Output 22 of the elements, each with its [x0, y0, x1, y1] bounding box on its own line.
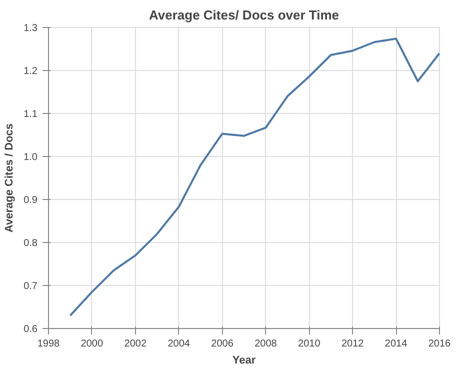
y-tick-label: 1.1: [24, 109, 38, 120]
x-tick-label: 2014: [384, 338, 408, 350]
x-tick-label: 2016: [428, 338, 452, 350]
y-tick-label: 0.8: [24, 238, 38, 249]
x-axis-title: Year: [232, 354, 256, 366]
y-tick-label: 0.7: [24, 281, 38, 292]
x-tick-label: 1998: [37, 338, 60, 350]
chart-title: Average Cites/ Docs over Time: [148, 8, 340, 22]
x-tick-label: 2012: [341, 338, 364, 350]
y-tick-label: 0.9: [24, 195, 38, 206]
line-series: [69, 38, 440, 317]
x-tick-label: 2004: [168, 338, 190, 350]
y-tick-label: 1.0: [24, 152, 38, 163]
y-axis-title: Average Cites / Docs: [4, 123, 16, 233]
x-tick-label: 2000: [80, 338, 104, 350]
x-tick-label: 2002: [124, 338, 147, 350]
x-tick-label: 2010: [298, 338, 321, 350]
x-tick-label: 2008: [254, 338, 278, 350]
x-tick-label: 2006: [211, 338, 234, 350]
y-tick-label: 1.3: [24, 23, 38, 34]
y-tick-label: 1.2: [24, 66, 38, 77]
y-tick-label: 0.6: [24, 324, 38, 335]
